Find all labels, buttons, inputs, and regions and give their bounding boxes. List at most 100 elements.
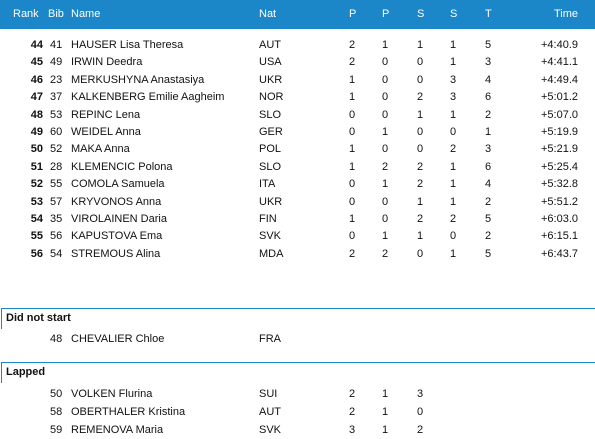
- col-time-header[interactable]: Time: [553, 8, 578, 20]
- prone2-misses: 0: [382, 143, 389, 156]
- athlete-name[interactable]: MERKUSHYNA Anastasiya: [71, 73, 205, 86]
- col-bib-header[interactable]: Bib: [48, 8, 64, 20]
- athlete-name[interactable]: REMENOVA Maria: [71, 424, 164, 436]
- prone2-misses: 1: [382, 388, 389, 400]
- rank-cell: 54: [30, 213, 43, 225]
- standing2-misses: 0: [450, 126, 457, 138]
- standing1-misses: 1: [417, 39, 424, 51]
- prone1-misses: 1: [349, 213, 356, 225]
- nation-code: AUT: [259, 406, 281, 418]
- result-row[interactable]: 52 55 COMOLA Samuela ITA 0 1 2 1 4 +5:32.8: [0, 176, 595, 193]
- rank-cell: 44: [30, 39, 43, 51]
- bib-cell: 50: [50, 388, 63, 400]
- dns-row[interactable]: 48 CHEVALIER Chloe FRA: [0, 331, 595, 348]
- result-row[interactable]: 50 52 MAKA Anna POL 1 0 0 2 3 +5:21.9: [0, 141, 595, 158]
- bib-cell: 57: [50, 195, 63, 208]
- col-prone1-header[interactable]: P: [349, 8, 357, 20]
- prone1-misses: 2: [349, 406, 356, 418]
- prone1-misses: 1: [349, 73, 356, 86]
- total-misses: 3: [485, 143, 492, 156]
- bib-cell: 23: [50, 73, 63, 86]
- time-behind: +5:19.9: [540, 126, 578, 138]
- result-row[interactable]: 47 37 KALKENBERG Emilie Aagheim NOR 1 0 2 3 6 +5:…: [0, 89, 595, 106]
- standing1-misses: 1: [417, 108, 424, 121]
- athlete-name[interactable]: HAUSER Lisa Theresa: [71, 39, 184, 51]
- total-misses: 4: [485, 73, 492, 86]
- prone2-misses: 0: [382, 91, 389, 104]
- standing1-misses: 0: [417, 406, 424, 418]
- result-row[interactable]: 54 35 VIROLAINEN Daria FIN 1 0 2 2 5 +6:03.0: [0, 211, 595, 228]
- time-behind: +5:07.0: [540, 108, 578, 121]
- prone2-misses: 1: [382, 126, 389, 138]
- nation-code: AUT: [259, 39, 281, 51]
- athlete-name[interactable]: WEIDEL Anna: [71, 126, 141, 138]
- result-row[interactable]: 51 28 KLEMENCIC Polona SLO 1 2 2 1 6 +5:25.4: [0, 159, 595, 176]
- standing2-misses: 1: [450, 195, 457, 208]
- athlete-name[interactable]: KALKENBERG Emilie Aagheim: [71, 91, 225, 104]
- athlete-name[interactable]: REPINC Lena: [71, 108, 141, 121]
- nation-code: SLO: [259, 108, 282, 121]
- time-behind: +5:01.2: [540, 91, 578, 104]
- result-row[interactable]: 56 54 STREMOUS Alina MDA 2 2 0 1 5 +6:43.7: [0, 246, 595, 263]
- standing1-misses: 2: [417, 424, 424, 436]
- total-misses: 6: [485, 160, 492, 173]
- prone1-misses: 3: [349, 424, 356, 436]
- standing1-misses: 0: [417, 143, 424, 156]
- athlete-name[interactable]: STREMOUS Alina: [71, 247, 161, 260]
- result-row[interactable]: 48 53 REPINC Lena SLO 0 0 1 1 2 +5:07.0: [0, 107, 595, 124]
- bib-cell: 59: [50, 424, 63, 436]
- bib-cell: 28: [50, 160, 63, 173]
- athlete-name[interactable]: MAKA Anna: [71, 143, 130, 156]
- standing2-misses: 2: [450, 213, 457, 225]
- nation-code: NOR: [259, 91, 284, 104]
- col-standing2-header[interactable]: S: [450, 8, 458, 20]
- standing1-misses: 2: [417, 160, 424, 173]
- result-row[interactable]: 55 56 KAPUSTOVA Ema SVK 0 1 1 0 2 +6:15.1: [0, 228, 595, 245]
- standing2-misses: 1: [450, 160, 457, 173]
- col-name-header[interactable]: Name: [71, 8, 101, 20]
- result-row[interactable]: 49 60 WEIDEL Anna GER 0 1 0 0 1 +5:19.9: [0, 124, 595, 141]
- col-standing1-header[interactable]: S: [417, 8, 425, 20]
- result-row[interactable]: 53 57 KRYVONOS Anna UKR 0 0 1 1 2 +5:51.2: [0, 194, 595, 211]
- total-misses: 5: [485, 247, 492, 260]
- time-behind: +4:49.4: [540, 73, 578, 86]
- athlete-name[interactable]: VIROLAINEN Daria: [71, 213, 167, 225]
- col-prone2-header[interactable]: P: [382, 8, 390, 20]
- standing1-misses: 2: [417, 213, 424, 225]
- time-behind: +5:32.8: [540, 178, 578, 191]
- lapped-row[interactable]: 58 OBERTHALER Kristina AUT 2 1 0: [0, 404, 595, 421]
- standing2-misses: 1: [450, 39, 457, 51]
- athlete-name[interactable]: OBERTHALER Kristina: [71, 406, 186, 418]
- rank-cell: 52: [30, 178, 43, 191]
- result-row[interactable]: 46 23 MERKUSHYNA Anastasiya UKR 1 0 0 3 4 +4:49.4: [0, 72, 595, 89]
- col-total-header[interactable]: T: [485, 8, 492, 20]
- col-rank-header[interactable]: Rank: [13, 8, 39, 20]
- total-misses: 5: [485, 213, 492, 225]
- standing1-misses: 1: [417, 230, 424, 243]
- athlete-name[interactable]: CHEVALIER Chloe: [71, 333, 165, 345]
- standing2-misses: 3: [450, 91, 457, 104]
- result-row[interactable]: 45 49 IRWIN Deedra USA 2 0 0 1 3 +4:41.1: [0, 54, 595, 71]
- col-nat-header[interactable]: Nat: [259, 8, 277, 20]
- prone2-misses: 1: [382, 39, 389, 51]
- result-row[interactable]: 44 41 HAUSER Lisa Theresa AUT 2 1 1 1 5 +4:40.9: [0, 37, 595, 54]
- prone1-misses: 1: [349, 160, 356, 173]
- prone1-misses: 0: [349, 108, 356, 121]
- standing1-misses: 3: [417, 388, 424, 400]
- athlete-name[interactable]: COMOLA Samuela: [71, 178, 165, 191]
- standing1-misses: 0: [417, 247, 424, 260]
- prone1-misses: 0: [349, 195, 356, 208]
- section-title: Did not start: [6, 312, 71, 324]
- athlete-name[interactable]: VOLKEN Flurina: [71, 388, 153, 400]
- lapped-row[interactable]: 59 REMENOVA Maria SVK 3 1 2: [0, 422, 595, 439]
- prone2-misses: 0: [382, 213, 389, 225]
- time-behind: +6:03.0: [540, 213, 578, 225]
- nation-code: ITA: [259, 178, 276, 191]
- athlete-name[interactable]: KAPUSTOVA Ema: [71, 230, 163, 243]
- nation-code: SLO: [259, 160, 282, 173]
- rank-cell: 48: [30, 108, 43, 121]
- athlete-name[interactable]: KLEMENCIC Polona: [71, 160, 173, 173]
- lapped-row[interactable]: 50 VOLKEN Flurina SUI 2 1 3: [0, 386, 595, 403]
- athlete-name[interactable]: IRWIN Deedra: [71, 56, 143, 69]
- athlete-name[interactable]: KRYVONOS Anna: [71, 195, 162, 208]
